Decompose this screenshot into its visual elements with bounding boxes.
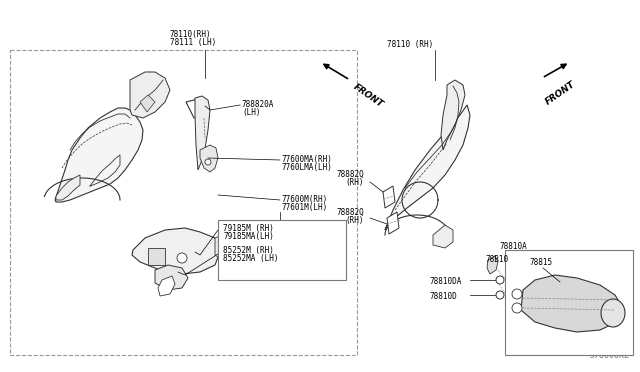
Text: (RH): (RH) xyxy=(345,178,364,187)
Circle shape xyxy=(496,291,504,299)
Text: 85252MA (LH): 85252MA (LH) xyxy=(223,254,278,263)
Text: 77600MA(RH): 77600MA(RH) xyxy=(282,155,333,164)
Text: (LH): (LH) xyxy=(242,108,260,117)
Text: 78810A: 78810A xyxy=(500,242,528,251)
Polygon shape xyxy=(140,95,155,112)
Text: 788820A: 788820A xyxy=(242,100,275,109)
Text: (RH): (RH) xyxy=(345,216,364,225)
Text: FRONT: FRONT xyxy=(544,80,577,107)
Text: 78111 (LH): 78111 (LH) xyxy=(170,38,216,47)
Text: 78882Q: 78882Q xyxy=(337,170,365,179)
Polygon shape xyxy=(200,145,218,172)
Polygon shape xyxy=(158,276,175,296)
Text: 78810DA: 78810DA xyxy=(430,277,462,286)
Polygon shape xyxy=(487,256,498,274)
Polygon shape xyxy=(130,72,170,118)
Text: 77601M(LH): 77601M(LH) xyxy=(282,203,328,212)
Circle shape xyxy=(177,253,187,263)
Circle shape xyxy=(496,276,504,284)
Polygon shape xyxy=(186,98,208,118)
Text: 78110(RH): 78110(RH) xyxy=(170,30,212,39)
Polygon shape xyxy=(521,275,623,332)
Polygon shape xyxy=(441,80,465,150)
Polygon shape xyxy=(148,248,165,265)
Circle shape xyxy=(205,159,211,165)
Polygon shape xyxy=(433,225,453,248)
Text: FRONT: FRONT xyxy=(352,82,385,109)
Polygon shape xyxy=(385,105,470,230)
Bar xyxy=(218,220,346,280)
Polygon shape xyxy=(601,299,625,327)
Polygon shape xyxy=(195,96,210,170)
Polygon shape xyxy=(387,212,399,234)
Polygon shape xyxy=(512,303,522,313)
Text: 77600M(RH): 77600M(RH) xyxy=(282,195,328,204)
Bar xyxy=(505,250,633,355)
Text: 7760LMA(LH): 7760LMA(LH) xyxy=(282,163,333,172)
Text: 78B10: 78B10 xyxy=(486,255,509,264)
Text: 78882Q: 78882Q xyxy=(337,208,365,217)
Text: 79185MA(LH): 79185MA(LH) xyxy=(223,232,274,241)
Polygon shape xyxy=(383,186,395,208)
Text: 78810D: 78810D xyxy=(430,292,458,301)
Polygon shape xyxy=(56,175,80,200)
Polygon shape xyxy=(55,108,143,202)
Text: 85252M (RH): 85252M (RH) xyxy=(223,246,274,255)
Text: J78000KL: J78000KL xyxy=(590,351,630,360)
Polygon shape xyxy=(155,265,188,290)
Text: 79185M (RH): 79185M (RH) xyxy=(223,224,274,233)
Polygon shape xyxy=(512,289,522,299)
Polygon shape xyxy=(132,228,220,274)
Text: 78815: 78815 xyxy=(530,258,553,267)
Polygon shape xyxy=(215,232,235,260)
Text: 78110 (RH): 78110 (RH) xyxy=(387,40,433,49)
Bar xyxy=(10,50,357,355)
